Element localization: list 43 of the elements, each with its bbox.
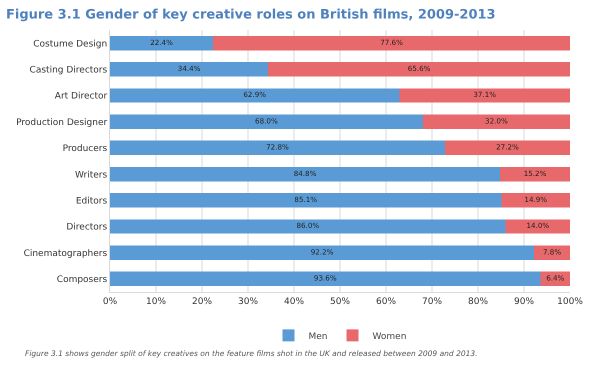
x-tick-label: 10% xyxy=(146,296,166,307)
y-tick-label: Costume Design xyxy=(33,39,108,50)
bar xyxy=(506,219,570,234)
legend-label: Men xyxy=(308,332,328,342)
y-tick-label: Casting Directors xyxy=(30,65,108,76)
bar xyxy=(213,36,570,50)
bar xyxy=(422,114,570,129)
bar xyxy=(399,88,570,103)
bar xyxy=(110,245,534,260)
bar xyxy=(110,272,541,286)
chart-title: Figure 3.1 Gender of key creative roles on British films, 2009-2013 xyxy=(6,7,496,22)
bar xyxy=(110,62,268,77)
legend-label: Women xyxy=(372,332,406,342)
bar xyxy=(110,140,445,156)
bar xyxy=(110,36,214,50)
x-tick-label: 70% xyxy=(422,296,442,307)
y-tick-label: Writers xyxy=(75,170,108,180)
y-tick-label: Directors xyxy=(66,222,108,233)
bar xyxy=(500,166,570,182)
x-tick-label: 0% xyxy=(102,296,118,307)
y-tick-label: Producers xyxy=(62,144,108,154)
y-tick-label: Production Designer xyxy=(16,118,108,128)
y-tick-label: Editors xyxy=(76,196,108,206)
x-tick-label: 100% xyxy=(557,296,584,307)
x-tick-label: 90% xyxy=(514,296,534,307)
bar xyxy=(110,114,423,129)
bar xyxy=(501,193,570,208)
x-tick-label: 40% xyxy=(284,296,304,307)
y-tick-label: Cinematographers xyxy=(24,248,108,259)
x-tick-label: 60% xyxy=(376,296,396,307)
bar xyxy=(110,166,500,182)
y-tick-label: Composers xyxy=(56,275,108,286)
bar xyxy=(534,245,570,260)
x-tick-label: 20% xyxy=(192,296,212,307)
y-tick-label: Art Director xyxy=(54,92,108,102)
x-tick-label: 80% xyxy=(468,296,488,307)
bar xyxy=(268,62,570,77)
bar xyxy=(110,219,506,234)
bar xyxy=(444,140,570,156)
x-tick-label: 30% xyxy=(238,296,258,307)
bar xyxy=(110,88,400,103)
x-tick-label: 50% xyxy=(330,296,350,307)
bar xyxy=(110,193,502,208)
